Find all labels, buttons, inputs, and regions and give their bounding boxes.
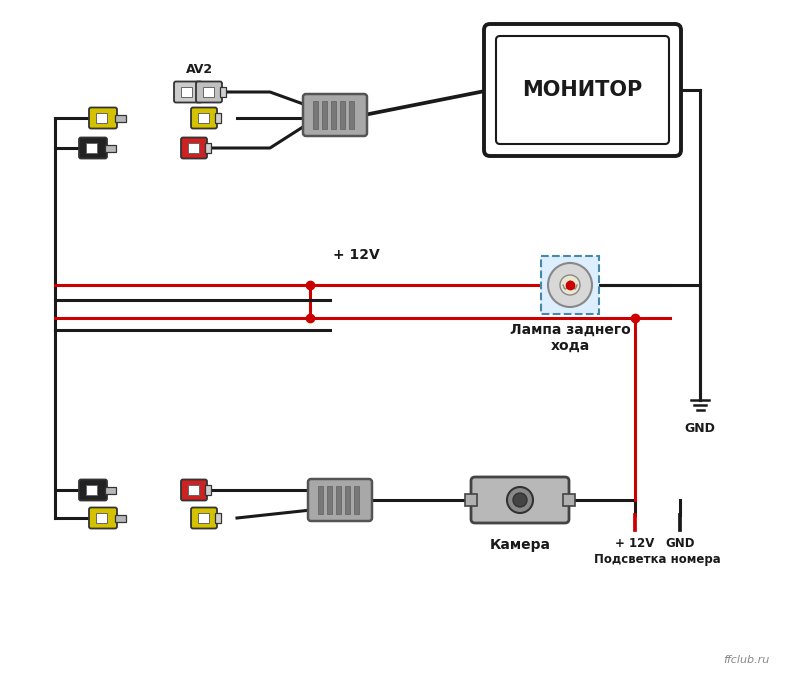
- FancyBboxPatch shape: [303, 94, 367, 136]
- Text: Лампа заднего
хода: Лампа заднего хода: [510, 323, 630, 353]
- Bar: [215, 113, 221, 123]
- Text: Подсветка номера: Подсветка номера: [594, 553, 721, 566]
- Bar: [205, 143, 211, 153]
- Bar: [349, 101, 354, 129]
- Text: AV2: AV2: [186, 63, 214, 76]
- FancyBboxPatch shape: [484, 24, 681, 156]
- FancyBboxPatch shape: [541, 256, 599, 314]
- Text: МОНИТОР: МОНИТОР: [522, 80, 642, 100]
- Circle shape: [507, 487, 533, 513]
- Bar: [322, 101, 327, 129]
- Bar: [336, 486, 341, 514]
- Bar: [188, 143, 199, 153]
- Text: + 12V: + 12V: [615, 537, 654, 550]
- FancyBboxPatch shape: [496, 36, 669, 144]
- Bar: [181, 87, 192, 97]
- Bar: [115, 115, 126, 121]
- Bar: [105, 486, 116, 494]
- FancyBboxPatch shape: [471, 477, 569, 523]
- Text: Камера: Камера: [490, 538, 550, 552]
- FancyBboxPatch shape: [174, 82, 202, 102]
- Bar: [465, 494, 477, 506]
- Bar: [331, 101, 336, 129]
- Bar: [205, 485, 211, 495]
- FancyBboxPatch shape: [181, 479, 207, 501]
- FancyBboxPatch shape: [89, 108, 117, 128]
- Bar: [198, 113, 209, 123]
- Text: GND: GND: [685, 422, 715, 435]
- Bar: [220, 87, 226, 97]
- Bar: [215, 513, 221, 523]
- Bar: [340, 101, 345, 129]
- FancyBboxPatch shape: [89, 507, 117, 529]
- FancyBboxPatch shape: [181, 138, 207, 158]
- Bar: [345, 486, 350, 514]
- FancyBboxPatch shape: [79, 479, 107, 501]
- Bar: [105, 145, 116, 151]
- Bar: [86, 485, 97, 495]
- Circle shape: [513, 493, 527, 507]
- Bar: [318, 486, 323, 514]
- Bar: [86, 143, 97, 153]
- Bar: [188, 485, 199, 495]
- Bar: [115, 514, 126, 522]
- Bar: [96, 513, 107, 523]
- Bar: [96, 113, 107, 123]
- Bar: [198, 513, 209, 523]
- Bar: [327, 486, 332, 514]
- FancyBboxPatch shape: [79, 138, 107, 158]
- FancyBboxPatch shape: [308, 479, 372, 521]
- FancyBboxPatch shape: [191, 108, 217, 128]
- Text: GND: GND: [666, 537, 694, 550]
- Text: ffclub.ru: ffclub.ru: [724, 655, 770, 665]
- Bar: [200, 89, 211, 95]
- Bar: [313, 101, 318, 129]
- Bar: [354, 486, 359, 514]
- FancyBboxPatch shape: [191, 507, 217, 529]
- Bar: [563, 494, 575, 506]
- Circle shape: [560, 275, 580, 295]
- Circle shape: [548, 263, 592, 307]
- Text: AV1: AV1: [186, 93, 214, 106]
- Bar: [203, 87, 214, 97]
- FancyBboxPatch shape: [196, 82, 222, 102]
- Text: + 12V: + 12V: [333, 248, 380, 262]
